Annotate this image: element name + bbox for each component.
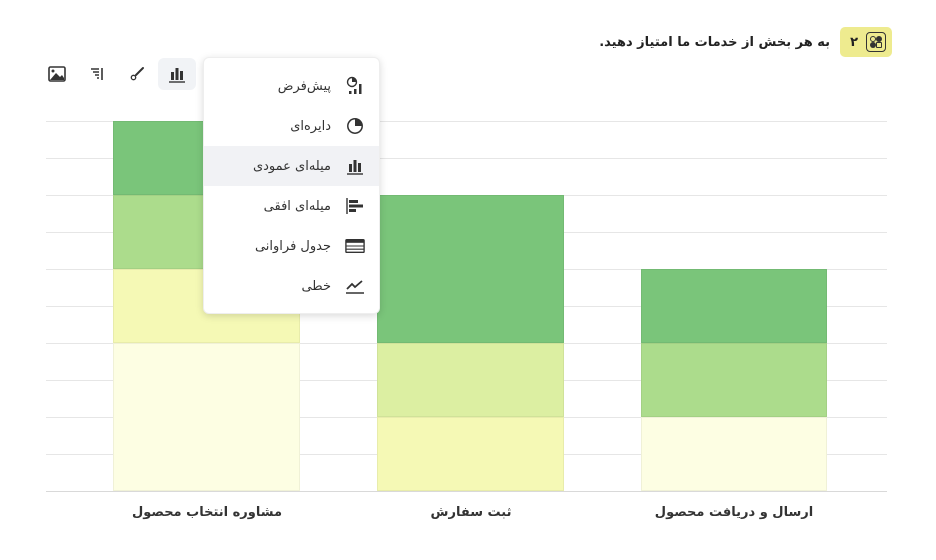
horizontal-bar-icon [345, 196, 365, 216]
bar-2[interactable] [641, 269, 827, 491]
color-brush-button[interactable] [118, 58, 156, 90]
menu-item-horizontal-bar[interactable]: میله‌ای افقی [204, 186, 379, 226]
default-chart-icon [345, 76, 365, 96]
category-label: مشاوره انتخاب محصول [131, 505, 283, 520]
pie-chart-icon [345, 116, 365, 136]
chart-type-button[interactable] [158, 58, 196, 90]
line-chart-icon [345, 276, 365, 296]
stacked-bar-chart [46, 121, 887, 492]
menu-item-pie[interactable]: دایره‌ای [204, 106, 379, 146]
bar-1[interactable] [377, 195, 564, 491]
question-header: ۲ به هر بخش از خدمات ما امتیاز دهید. [599, 27, 892, 57]
menu-item-default[interactable]: پیش‌فرض [204, 66, 379, 106]
sort-icon [91, 68, 103, 80]
category-label: ارسال و دریافت محصول [654, 505, 814, 520]
brush-icon [130, 67, 144, 81]
menu-item-line[interactable]: خطی [204, 266, 379, 306]
menu-item-vertical-bar[interactable]: میله‌ای عمودی [204, 146, 379, 186]
x-axis [46, 491, 887, 492]
download-image-button[interactable] [38, 58, 76, 90]
vertical-bar-icon [345, 156, 365, 176]
bar-chart-icon [169, 68, 185, 83]
chart-toolbar [38, 58, 196, 90]
category-label: ثبت سفارش [430, 505, 512, 520]
question-number: ۲ [850, 34, 858, 50]
table-icon [345, 236, 365, 256]
image-icon [48, 66, 66, 82]
question-badge: ۲ [840, 27, 892, 57]
menu-item-frequency-table[interactable]: جدول فراوانی [204, 226, 379, 266]
chart-type-menu: پیش‌فرض دایره‌ای میله‌ای عمودی میله‌ای ا… [203, 57, 380, 314]
sort-button[interactable] [78, 58, 116, 90]
grid-question-icon [866, 32, 886, 52]
question-title: به هر بخش از خدمات ما امتیاز دهید. [599, 34, 831, 50]
